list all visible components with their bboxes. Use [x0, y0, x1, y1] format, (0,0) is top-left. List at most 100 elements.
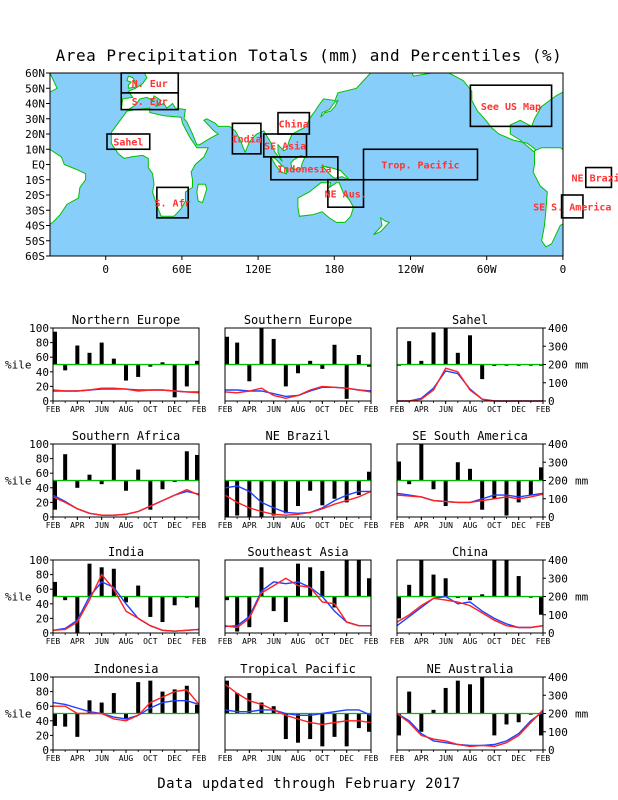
x-tick-label: FEB [46, 521, 61, 530]
percentile-bar [320, 570, 325, 597]
x-tick-label: AUG [119, 754, 134, 763]
percentile-bar [235, 480, 240, 516]
percentile-bar [148, 364, 153, 367]
x-tick-label: OCT [143, 521, 158, 530]
x-tick-label: AUG [291, 637, 306, 646]
pct-tick-label: 0 [42, 627, 49, 640]
x-tick-label: JUN [94, 637, 109, 646]
mm-tick-label: 200 [548, 475, 568, 488]
x-tick-label: JUN [438, 637, 453, 646]
percentile-bar [124, 713, 128, 720]
percentile-bar [516, 576, 521, 597]
panel-title: China [452, 545, 488, 559]
pct-tick-label: 60 [36, 467, 49, 480]
percentile-bar [344, 364, 349, 399]
region-label: SE S. America [533, 201, 611, 213]
pct-tick-label: 40 [36, 366, 49, 379]
x-tick-label: FEB [46, 405, 61, 414]
percentile-bar [308, 567, 313, 597]
climatology-line [52, 700, 200, 720]
percentile-bar [235, 693, 240, 714]
percentile-bar [431, 480, 436, 490]
region-label: N. Eur [132, 79, 168, 90]
region-box [270, 156, 339, 181]
mm-tick-label: 400 [548, 671, 568, 684]
x-tick-label: JUN [266, 637, 281, 646]
lat-label: 20S [25, 189, 45, 202]
percentile-bar [443, 480, 448, 507]
x-tick-label: FEB [536, 521, 551, 530]
percentile-bar [283, 364, 288, 387]
region-label: S. Eur [132, 97, 168, 108]
x-tick-label: OCT [487, 405, 502, 414]
percentile-bar [195, 704, 199, 714]
panel-title: Indonesia [93, 662, 158, 676]
region-box [469, 84, 553, 128]
percentile-bar [419, 444, 424, 481]
lon-label: 120W [397, 263, 424, 274]
panel-title: Southern Europe [244, 313, 352, 327]
region-label: China [279, 118, 309, 130]
percentile-bar [516, 713, 521, 723]
mm-tick-label: 400 [548, 322, 568, 335]
panel-title: Southeast Asia [247, 545, 348, 559]
percentile-bar [492, 560, 497, 597]
pct-tick-label: 40 [36, 598, 49, 611]
land-greenland [56, 73, 73, 74]
mm-tick-label: 200 [548, 359, 568, 372]
x-tick-label: JUN [438, 754, 453, 763]
x-tick-label: JUN [438, 405, 453, 414]
land-new-guinea [320, 165, 350, 181]
percentile-bar [283, 596, 288, 623]
percentile-bar [455, 680, 460, 714]
x-tick-label: APR [70, 521, 85, 530]
panel-title: Sahel [452, 313, 488, 327]
mm-tick-label: 0 [548, 627, 555, 640]
percentile-bar [247, 693, 252, 714]
mm-tick-label: 300 [548, 340, 568, 353]
percentile-bar [247, 480, 252, 517]
observed-line [52, 573, 200, 632]
percentile-bar [160, 480, 165, 490]
percentile-bar [367, 471, 371, 481]
percentile-bar [504, 713, 509, 725]
percentile-bar [136, 469, 141, 481]
percentile-bar [148, 596, 153, 617]
percentile-bar [75, 713, 80, 737]
lat-label: 30N [25, 113, 45, 126]
lat-label: 10S [25, 174, 45, 187]
climatology-line [52, 490, 200, 516]
percentile-bar [99, 342, 104, 365]
land-madagascar [196, 183, 208, 204]
percentile-bar [296, 713, 300, 743]
panel: Southern Europe FEB APR JUN AUG OCT DEC FEB [218, 313, 379, 414]
percentile-bar [455, 596, 460, 598]
lat-label: 50S [25, 235, 45, 248]
percentile-bar [492, 364, 497, 366]
x-tick-label: APR [242, 405, 257, 414]
panel-title: India [108, 545, 144, 559]
pct-tick-label: 20 [36, 496, 49, 509]
x-tick-label: DEC [339, 405, 354, 414]
percentile-bar [225, 596, 229, 601]
x-tick-label: OCT [143, 405, 158, 414]
mm-tick-label: 400 [548, 438, 568, 451]
observed-line [396, 597, 544, 629]
percentile-bar [184, 364, 189, 387]
mm-axis-label: mm [575, 708, 589, 721]
percentile-bar [504, 480, 509, 516]
mm-tick-label: 300 [548, 456, 568, 469]
x-tick-label: FEB [218, 405, 233, 414]
x-tick-label: JUN [94, 405, 109, 414]
land-greenland [549, 64, 618, 73]
percentile-bar [480, 364, 485, 380]
percentile-bar [516, 480, 521, 503]
percentile-bar [397, 713, 401, 736]
x-tick-label: OCT [487, 521, 502, 530]
pct-tick-label: 80 [36, 453, 49, 466]
percentile-bar [443, 328, 448, 365]
x-tick-label: DEC [511, 754, 526, 763]
percentile-bar [99, 480, 104, 485]
x-tick-label: FEB [46, 754, 61, 763]
